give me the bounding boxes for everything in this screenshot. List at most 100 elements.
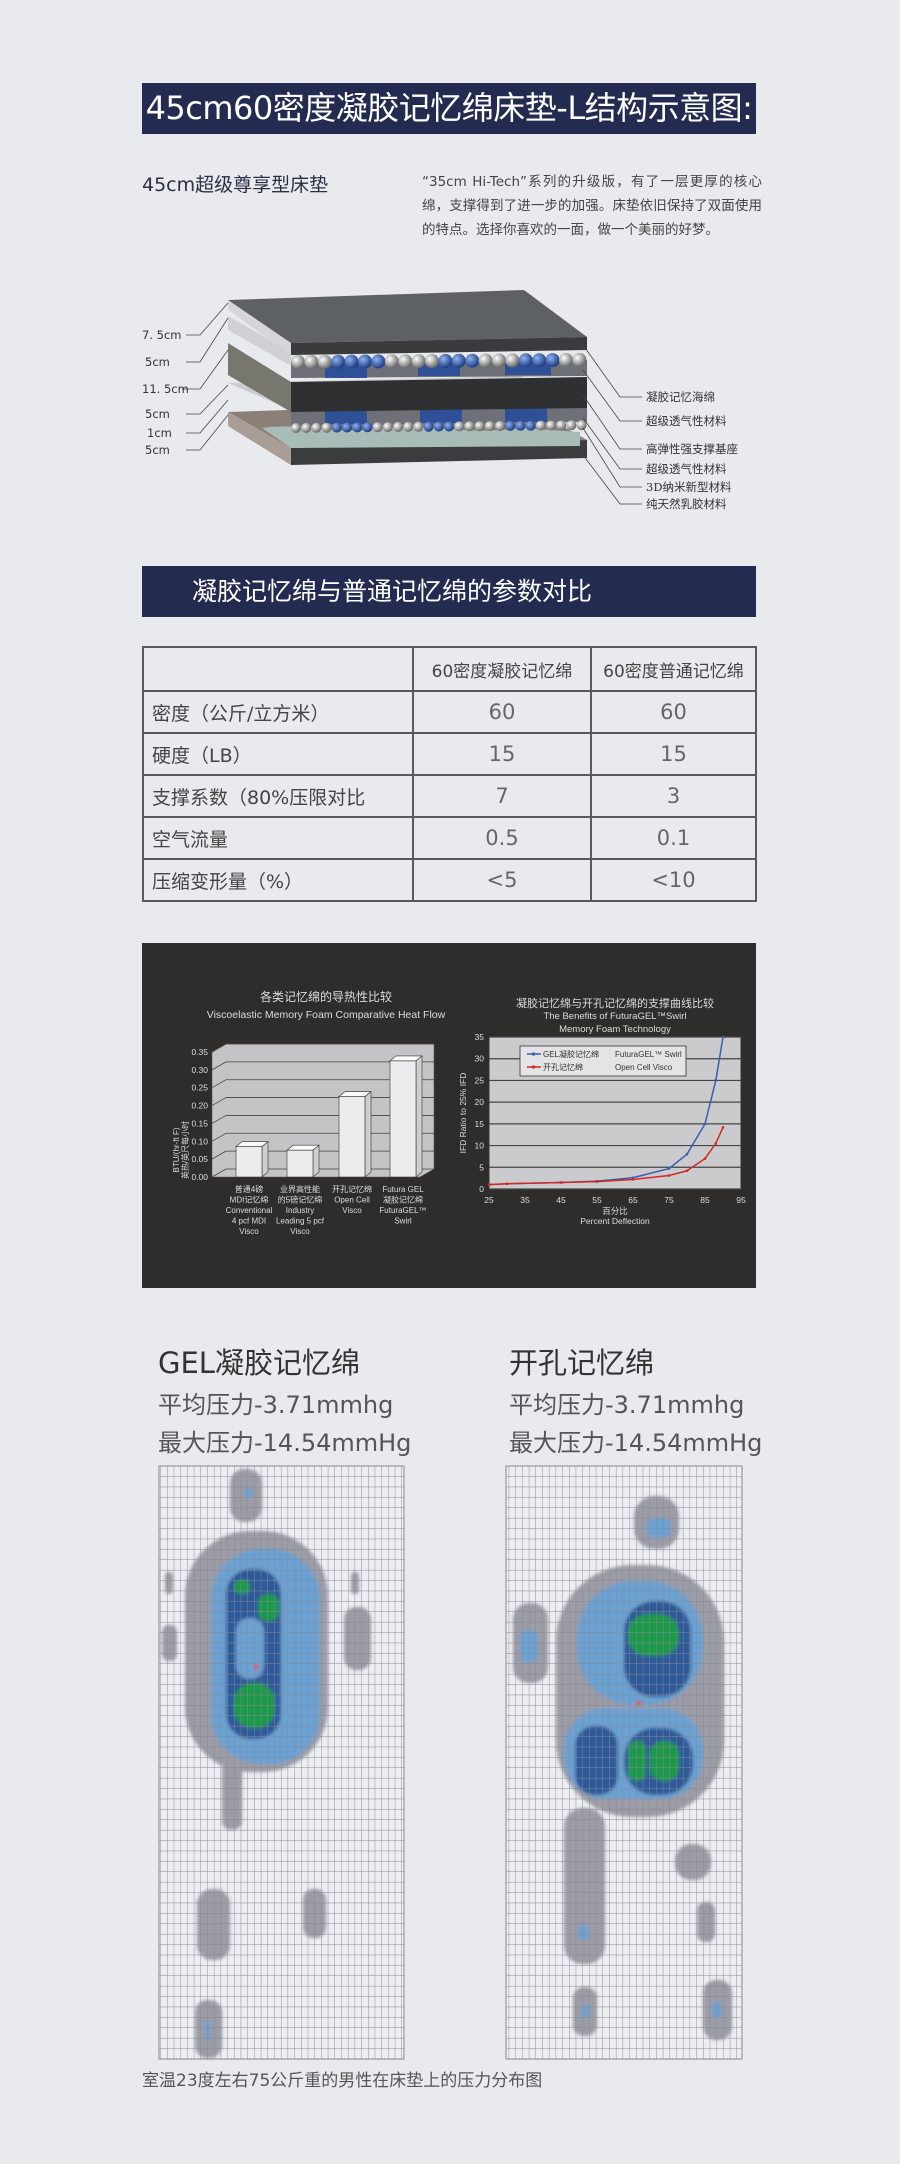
- bar-category-label: Visco: [290, 1227, 310, 1236]
- latex-layer-side: [228, 412, 291, 465]
- line-xtick-label: 95: [736, 1195, 746, 1205]
- bar-ytick-label: 0.20: [191, 1101, 208, 1111]
- legend-label: GEL凝胶记忆绵: [543, 1049, 599, 1059]
- line-xtick-label: 35: [520, 1195, 530, 1205]
- layer-label: 超级透气性材料: [646, 414, 727, 428]
- line-xlabel: Percent Deflection: [580, 1216, 650, 1226]
- spring-sphere: [352, 422, 363, 433]
- bar-category-label: FuturaGEL™: [379, 1206, 426, 1215]
- series-point: [714, 1142, 717, 1145]
- spring-sphere: [393, 422, 403, 432]
- bar-category-label: Leading 5 pcf: [276, 1217, 325, 1226]
- gel-value: 60: [412, 690, 592, 734]
- bar-ytick-label: 0.05: [191, 1154, 208, 1164]
- spring-sphere: [518, 353, 533, 368]
- leader-line: [582, 344, 642, 398]
- gel-value: 15: [412, 732, 592, 776]
- core-front: [291, 377, 587, 412]
- spring-sphere: [505, 353, 520, 368]
- legend-label-en: FuturaGEL™ Swirl: [615, 1050, 682, 1059]
- bar-category-label: Futura GEL: [382, 1185, 424, 1194]
- series-line: [488, 1127, 724, 1186]
- spring-sphere: [301, 422, 312, 433]
- row-label: 空气流量: [142, 816, 414, 860]
- line-ytick-label: 15: [475, 1119, 485, 1129]
- spring-sphere: [465, 353, 480, 368]
- spring-sphere: [454, 421, 465, 432]
- series-point: [703, 1157, 707, 1160]
- gel-layer-side: [228, 300, 291, 355]
- thickness-label: 5cm: [145, 407, 170, 421]
- spring-sphere: [576, 420, 587, 431]
- spring-sphere: [464, 421, 475, 432]
- bar-category-label: 普通4磅: [235, 1184, 263, 1194]
- spring-sphere: [425, 354, 439, 368]
- spring-sphere: [384, 354, 399, 369]
- series-point: [631, 1178, 635, 1181]
- bar-category-label: 凝胶记忆绵: [383, 1195, 423, 1205]
- pressure-maps: [158, 1465, 743, 2060]
- regular-value: 0.1: [590, 816, 757, 860]
- label-leader-lines: [182, 302, 642, 505]
- series-point: [685, 1153, 689, 1156]
- spring-sphere: [474, 421, 485, 432]
- table-row: 密度（公斤/立方米） 60 60: [142, 690, 757, 734]
- line-legend: [519, 1045, 687, 1077]
- series-point: [595, 1180, 599, 1183]
- spring-sphere: [515, 420, 526, 431]
- regular-value: 60: [590, 690, 757, 734]
- bar-gridline: [211, 1132, 227, 1142]
- table-header: 60密度凝胶记忆绵: [412, 646, 592, 692]
- spring-sphere: [342, 422, 352, 433]
- bar-category-label: 4 pcf MDI: [232, 1217, 266, 1226]
- bar-ytick-label: 0.15: [191, 1118, 208, 1128]
- spring-sphere: [556, 420, 567, 431]
- spring-sphere: [525, 420, 536, 431]
- series-point: [703, 1122, 707, 1126]
- line-ytick-label: 25: [475, 1075, 485, 1085]
- thickness-label: 11. 5cm: [142, 382, 189, 396]
- series-point: [487, 1183, 491, 1186]
- bar-ytick-label: 0.25: [191, 1083, 208, 1093]
- series-point: [685, 1169, 689, 1172]
- spring-sphere: [291, 423, 301, 433]
- layer-label: 3D纳米新型材料: [646, 480, 732, 494]
- bar-ylabel: BTU/(hr-ft F): [172, 1127, 181, 1172]
- legend-marker: [532, 1065, 535, 1069]
- gel-max-pressure: 最大压力-14.54mmHg: [158, 1429, 412, 1457]
- spring-sphere: [321, 422, 332, 433]
- table-row: 压缩变形量（%） <5 <10: [142, 858, 757, 902]
- spring-sphere: [444, 421, 454, 432]
- line-chart-subtitle: Memory Foam Technology: [559, 1024, 671, 1035]
- leader-line: [182, 349, 229, 390]
- line-ytick-label: 5: [479, 1162, 484, 1172]
- spring-sphere: [572, 352, 587, 367]
- table-row: 硬度（LB） 15 15: [142, 732, 757, 776]
- legend-label: 开孔记忆绵: [543, 1062, 583, 1072]
- charts-svg: 各类记忆绵的导热性比较 Viscoelastic Memory Foam Comp…: [172, 989, 746, 1236]
- legend-marker: [532, 1052, 535, 1056]
- thickness-label: 5cm: [145, 355, 170, 369]
- bar-chart-subtitle: Viscoelastic Memory Foam Comparative Hea…: [207, 1009, 446, 1021]
- nano-layer: [262, 426, 580, 448]
- spring-sphere: [358, 354, 372, 369]
- opencell-map-title: 开孔记忆绵: [509, 1346, 655, 1380]
- bar-category-label: Swirl: [394, 1217, 412, 1226]
- spring-sphere: [478, 353, 493, 368]
- series-point: [559, 1181, 563, 1184]
- gel-map-title: GEL凝胶记忆绵: [158, 1346, 360, 1380]
- gel-layer-front: [291, 337, 587, 355]
- bar-gridline: [211, 1079, 227, 1089]
- bar-gridline: [211, 1061, 227, 1071]
- line-ytick-label: 30: [475, 1054, 485, 1064]
- spring-sphere: [403, 421, 414, 432]
- line-xtick-label: 75: [664, 1195, 674, 1205]
- layer-label: 高弹性强支撑基座: [646, 442, 738, 456]
- mattress-layer-diagram: [182, 290, 642, 505]
- pressure-caption: 室温23度左右75公斤重的男性在床垫上的压力分布图: [142, 2071, 543, 2091]
- table-header: 60密度普通记忆绵: [590, 646, 757, 692]
- thickness-label: 7. 5cm: [142, 328, 182, 342]
- spring-sphere: [382, 422, 393, 433]
- spring-sphere: [451, 353, 466, 368]
- spring-sphere: [532, 353, 547, 368]
